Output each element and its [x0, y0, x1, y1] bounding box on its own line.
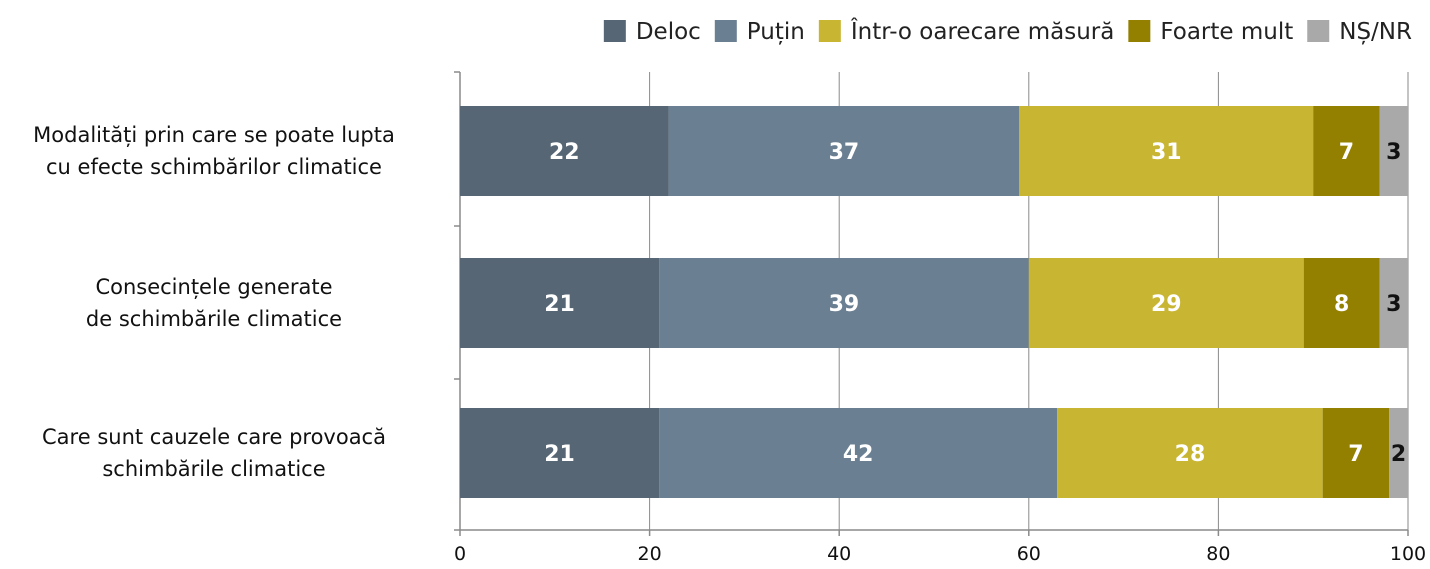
bar-segment	[1057, 408, 1323, 498]
x-tick-label: 60	[1017, 543, 1041, 565]
data-label: 31	[1151, 140, 1182, 165]
x-tick-labels: 0 20 40 60 80 100	[454, 543, 1426, 565]
legend-label: Foarte mult	[1160, 19, 1293, 45]
bar-segment	[1028, 258, 1304, 348]
data-label: 8	[1334, 292, 1349, 317]
legend-item: Deloc	[603, 19, 701, 45]
category-labels: Modalități prin care se poate lupta cu ef…	[33, 123, 395, 481]
legend-item: NȘ/NR	[1307, 19, 1412, 45]
data-label: 39	[829, 292, 860, 317]
legend-label: Într-o oarecare măsură	[850, 17, 1115, 45]
x-tick-label: 0	[454, 543, 466, 565]
category-label: schimbările climatice	[102, 457, 325, 481]
data-label: 28	[1175, 442, 1206, 467]
category-label: cu efecte schimbărilor climatice	[46, 155, 382, 179]
data-label: 29	[1151, 292, 1182, 317]
x-tick-label: 40	[827, 543, 851, 565]
data-label: 7	[1339, 140, 1354, 165]
legend: Deloc Puțin Într-o oarecare măsură Foarte m…	[603, 17, 1412, 45]
legend-swatch	[1128, 20, 1151, 42]
category-label: Consecințele generate	[95, 275, 332, 299]
data-label: 22	[549, 140, 580, 165]
x-tick-label: 20	[638, 543, 662, 565]
bar-segment	[659, 258, 1029, 348]
bar-segment	[1313, 106, 1380, 196]
bar-segment	[1019, 106, 1314, 196]
data-label: 37	[829, 140, 860, 165]
data-label: 42	[843, 442, 874, 467]
bar-segment	[1379, 258, 1408, 348]
bar-segment	[460, 106, 669, 196]
legend-swatch	[714, 20, 737, 42]
bar-segment	[1303, 258, 1380, 348]
data-label: 21	[544, 292, 575, 317]
bar-segment	[460, 408, 660, 498]
legend-item: Într-o oarecare măsură	[818, 17, 1115, 45]
bar-segment	[1379, 106, 1408, 196]
category-label: de schimbările climatice	[86, 307, 342, 331]
data-label: 7	[1348, 442, 1363, 467]
data-label: 3	[1386, 292, 1401, 317]
bar-segment	[460, 258, 660, 348]
legend-label: Deloc	[636, 19, 701, 45]
bar-segment	[1322, 408, 1390, 498]
category-label: Care sunt cauzele care provoacă	[42, 425, 386, 449]
data-label: 2	[1391, 442, 1406, 467]
bar-segment	[668, 106, 1020, 196]
legend-item: Puțin	[714, 19, 805, 45]
legend-label: Puțin	[747, 19, 805, 45]
legend-swatch	[603, 20, 626, 42]
legend-swatch	[1307, 20, 1330, 42]
legend-label: NȘ/NR	[1339, 19, 1412, 45]
data-label: 3	[1386, 140, 1401, 165]
x-tick-label: 100	[1390, 543, 1426, 565]
data-label: 21	[544, 442, 575, 467]
x-tick-label: 80	[1206, 543, 1230, 565]
legend-item: Foarte mult	[1128, 19, 1293, 45]
legend-swatch	[818, 20, 841, 42]
bar-segment	[1389, 408, 1408, 498]
category-label: Modalități prin care se poate lupta	[33, 123, 395, 147]
bar-segments	[460, 106, 1408, 498]
bar-segment	[659, 408, 1058, 498]
value-labels: 22 37 31 7 3 21 39 29 8 3 21 42 28 7 2	[544, 140, 1406, 467]
